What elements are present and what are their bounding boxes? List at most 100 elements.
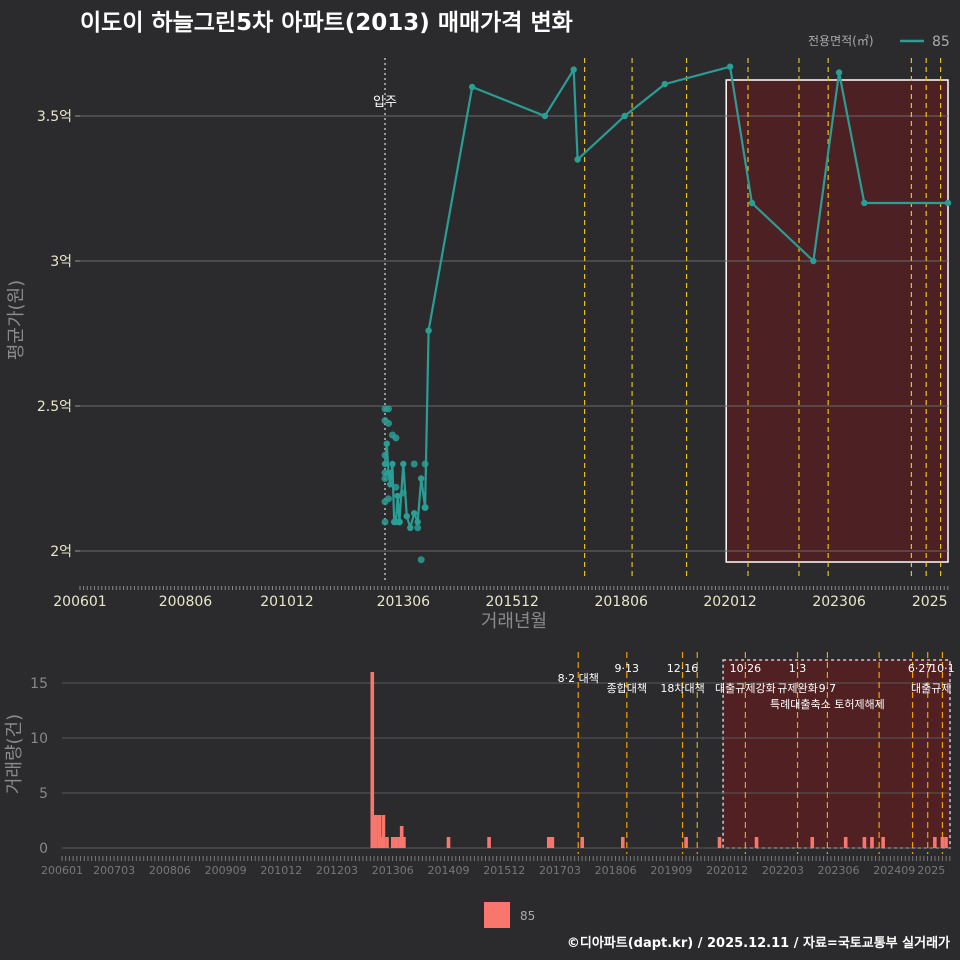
transaction-point xyxy=(410,460,418,468)
volume-bar xyxy=(754,837,759,848)
x-tick-label: 201012 xyxy=(260,594,313,610)
x-tick-label: 202306 xyxy=(812,594,866,610)
volume-bar xyxy=(881,837,885,848)
credit-line: ©디아파트(dapt.kr) / 2025.12.11 / 자료=국토교통부 실… xyxy=(567,935,950,951)
y-tick-label: 2억 xyxy=(50,544,72,560)
price-point xyxy=(411,510,418,517)
price-chart: 2억 2.5억 3억 3.5억 입주 200601 200806 201012 201306 20… xyxy=(6,58,952,632)
transaction-point xyxy=(421,460,429,468)
x-tick-label: 202012 xyxy=(706,864,748,877)
transaction-point xyxy=(385,405,393,413)
volume-bar xyxy=(385,837,389,848)
policy-annotation: 10·1 xyxy=(930,662,955,675)
transaction-point xyxy=(392,483,400,491)
transaction-point xyxy=(381,469,389,477)
x-tick-label: 201203 xyxy=(316,864,358,877)
transaction-point xyxy=(385,419,393,427)
volume-bar xyxy=(620,837,625,848)
volume-bar xyxy=(717,837,722,848)
price-point xyxy=(394,492,401,500)
policy-annotation: 종합대책 xyxy=(607,682,647,695)
x-tick-label: 2025 xyxy=(912,594,948,610)
transaction-point xyxy=(381,475,389,482)
price-point xyxy=(810,257,817,265)
volume-bar xyxy=(390,837,395,848)
volume-bar xyxy=(944,837,948,848)
bottom-legend-label: 85 xyxy=(520,909,535,923)
policy-annotation: 대출규제강화 xyxy=(715,682,776,695)
x-tick-label: 202306 xyxy=(818,864,860,877)
volume-bar xyxy=(580,837,585,848)
policy-annotation: 9·7 xyxy=(819,682,837,695)
x-tick-label: 200703 xyxy=(93,864,135,877)
bottom-legend-swatch xyxy=(484,902,510,928)
price-point xyxy=(403,513,411,520)
y-tick-label: 2.5억 xyxy=(37,399,72,415)
x-tick-label: 201512 xyxy=(483,864,525,877)
y-axis-label: 평균가(원) xyxy=(6,280,27,360)
x-tick-label: 201806 xyxy=(595,864,637,877)
price-point xyxy=(861,199,868,207)
price-point xyxy=(387,481,394,488)
x-tick-label: 200601 xyxy=(53,594,106,610)
price-point xyxy=(400,460,407,468)
x-axis-label: 거래년월 xyxy=(481,611,547,632)
policy-annotation: 18차대책 xyxy=(660,682,704,695)
x-tick-label: 202012 xyxy=(703,594,756,610)
price-point xyxy=(621,112,628,120)
volume-bar xyxy=(381,815,386,848)
price-point xyxy=(407,524,414,531)
volume-bar xyxy=(546,837,551,848)
volume-bar xyxy=(550,837,555,848)
y-tick-label: 15 xyxy=(30,676,48,692)
y-tick-label: 10 xyxy=(30,731,48,747)
volume-chart: 0 5 10 15 8·2 대책 9·13 종합대책 12·16 18차대책 10·26 대출규제강… xyxy=(4,652,955,877)
volume-bar xyxy=(933,837,937,848)
policy-annotation: 대출규제 xyxy=(911,682,951,695)
transaction-point xyxy=(381,451,389,459)
transaction-point xyxy=(395,518,403,526)
volume-bar xyxy=(370,672,375,848)
y-axis-label: 거래량(건) xyxy=(4,714,25,794)
chart-title: 이도이 하늘그린5차 아파트(2013) 매매가격 변화 xyxy=(80,10,573,36)
y-tick-label: 5 xyxy=(39,786,48,802)
x-tick-label: 201409 xyxy=(427,864,469,877)
transaction-point xyxy=(421,504,429,511)
volume-bar xyxy=(377,815,382,848)
price-point xyxy=(425,327,432,334)
price-point xyxy=(383,440,390,447)
x-tick-label: 200909 xyxy=(205,864,247,877)
top-legend: 전용면적(㎡) 85 xyxy=(808,34,950,50)
volume-bar xyxy=(374,815,378,848)
x-tick-label: 202409 xyxy=(873,864,915,877)
price-point xyxy=(468,83,476,91)
policy-annotation: 특례대출축소 토허제해제 xyxy=(770,697,885,711)
x-tick-label: 200601 xyxy=(41,864,83,877)
y-tick-label: 3억 xyxy=(50,254,72,270)
policy-annotation: 규제완화 xyxy=(777,682,817,695)
transaction-point xyxy=(381,518,389,526)
price-point xyxy=(748,199,756,207)
price-point xyxy=(726,63,734,70)
transaction-point xyxy=(385,495,393,503)
policy-annotation: 12·16 xyxy=(667,662,699,675)
volume-bar xyxy=(394,837,399,848)
volume-bar xyxy=(487,837,491,848)
price-point xyxy=(417,475,425,482)
price-point xyxy=(835,69,843,76)
x-tick-label: 201306 xyxy=(377,594,431,610)
x-tick-label: 201806 xyxy=(594,594,648,610)
move-in-label: 입주 xyxy=(373,95,397,110)
policy-annotation: 10·26 xyxy=(730,662,762,675)
transaction-point xyxy=(392,434,400,442)
volume-bar xyxy=(684,837,688,848)
price-point xyxy=(661,80,668,88)
price-point xyxy=(414,518,421,526)
volume-bar xyxy=(446,837,451,848)
x-tick-label: 200806 xyxy=(149,864,191,877)
x-tick-label: 201703 xyxy=(539,864,581,877)
price-point xyxy=(944,199,952,207)
price-point xyxy=(541,112,549,120)
x-tick-label: 201012 xyxy=(260,864,302,877)
